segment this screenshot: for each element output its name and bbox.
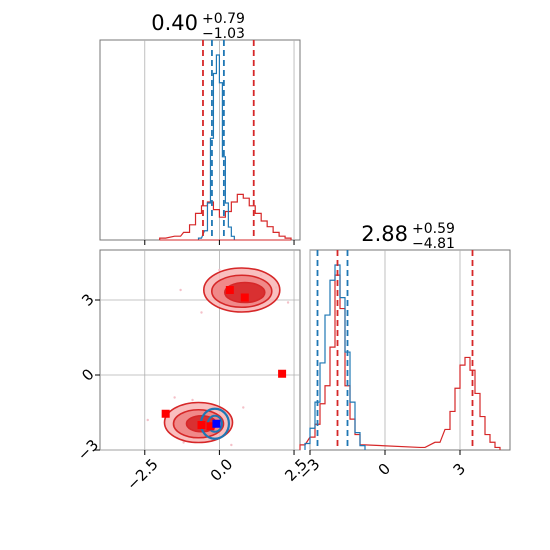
contour-group [146, 267, 290, 447]
title-p1-value: 2.88 [361, 222, 408, 246]
y-tick-label: −3 [74, 436, 102, 464]
sample-point [200, 311, 203, 314]
grid [309, 250, 461, 450]
quantile-lines [316, 250, 474, 450]
y-tick-label: 0 [78, 365, 97, 384]
sample-point [286, 301, 290, 304]
x-tick-label: 3 [450, 460, 469, 479]
sample-point [242, 406, 245, 409]
red-marker [197, 421, 206, 429]
y-tick-label: 3 [78, 290, 97, 309]
x-tick-label: −2.5 [123, 455, 161, 493]
red-marker [225, 286, 234, 294]
x-tick-label: 0 [375, 460, 394, 479]
title-p0-plus: +0.79 [202, 11, 245, 27]
red-marker [240, 293, 249, 302]
title-p0-minus: −1.03 [202, 26, 245, 42]
red-marker [161, 409, 170, 418]
red-histogram [159, 193, 292, 240]
blue-histogram [304, 264, 366, 450]
sample-point [179, 288, 182, 292]
title-p0-value: 0.40 [151, 11, 198, 35]
blue-histogram [197, 54, 235, 240]
title-p1-minus: −4.81 [412, 236, 455, 252]
sample-point [230, 443, 233, 447]
title-p1-plus: +0.59 [412, 221, 455, 237]
sample-point [173, 396, 176, 399]
red-marker [206, 422, 215, 431]
sample-point [191, 398, 194, 402]
marker-group [161, 286, 287, 431]
sample-point [146, 418, 149, 422]
blue-marker [212, 419, 221, 428]
hist-panel-p0 [99, 39, 301, 241]
hist-panel-p1 [299, 249, 511, 451]
panel-frame [99, 39, 301, 241]
scatter-panel [99, 249, 301, 451]
contour-inner-upper [223, 281, 266, 304]
sample-point [182, 441, 185, 444]
red-marker [278, 369, 287, 378]
x-tick-label: 0.0 [207, 455, 237, 485]
sample-point [218, 268, 221, 272]
panel-frame [309, 249, 511, 451]
quantile-lines [159, 40, 292, 241]
red-histogram [299, 274, 501, 450]
